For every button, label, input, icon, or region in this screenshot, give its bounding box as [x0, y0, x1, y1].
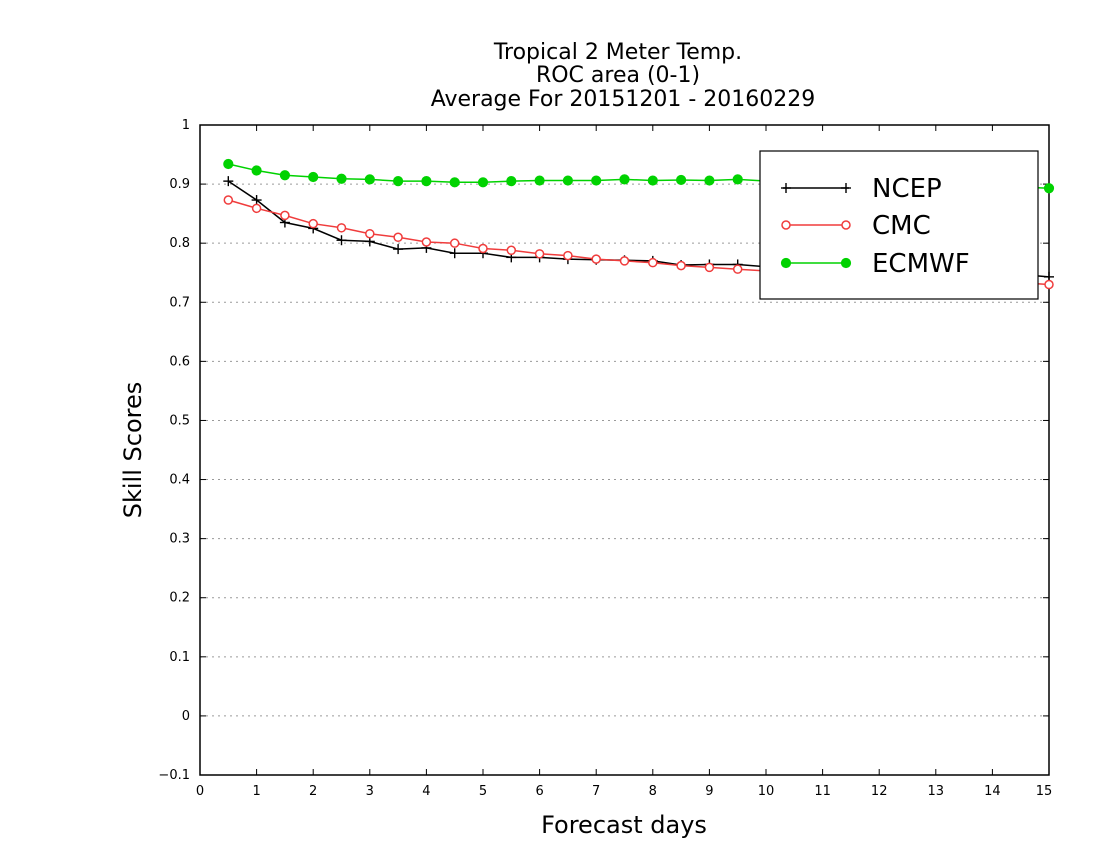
data-point-ecmwf [619, 174, 630, 185]
data-point-cmc [308, 218, 318, 229]
data-point-ecmwf [421, 176, 432, 187]
legend: NCEP CMC ECMWF [759, 150, 1039, 300]
x-tick-label: 12 [871, 784, 888, 799]
x-tick-label: 4 [422, 784, 430, 799]
x-tick-label: 14 [984, 784, 1001, 799]
data-point-cmc [534, 249, 545, 259]
data-point-ecmwf [223, 158, 234, 170]
x-axis-tick-labels: 0 1 2 3 4 5 6 7 8 9 10 11 12 13 14 15 [196, 784, 1052, 799]
x-tick-label: 8 [649, 784, 657, 799]
data-point-cmc [449, 238, 460, 248]
data-point-cmc [648, 257, 658, 268]
title-line-2: ROC area (0-1) [536, 63, 700, 88]
y-tick-label: 0.9 [169, 177, 190, 192]
x-axis-label: Forecast days [541, 811, 707, 839]
data-point-cmc [365, 228, 375, 239]
y-axis-label: Skill Scores [119, 382, 147, 519]
axis-ticks [199, 124, 1050, 776]
data-point-cmc [223, 195, 234, 205]
data-point-cmc [251, 203, 262, 214]
y-tick-label: 0.8 [169, 236, 190, 251]
data-point-ecmwf [308, 171, 319, 183]
data-point-ncep [393, 244, 404, 255]
data-point-ncep [449, 248, 460, 259]
x-tick-label: 2 [309, 784, 317, 799]
x-tick-label: 9 [705, 784, 713, 799]
x-tick-label: 0 [196, 784, 204, 799]
legend-marker-ncep [841, 183, 851, 193]
legend-item-ecmwf: ECMWF [780, 249, 970, 279]
x-tick-label: 11 [814, 784, 831, 799]
data-point-cmc [732, 264, 743, 274]
data-point-ncep [223, 176, 234, 187]
x-tick-label: 13 [928, 784, 945, 799]
x-tick-label: 15 [1036, 784, 1053, 799]
data-point-ecmwf [591, 175, 602, 186]
legend-marker-cmc [841, 220, 851, 230]
data-point-cmc [676, 260, 686, 271]
data-point-cmc [478, 243, 488, 254]
x-tick-label: 1 [252, 784, 260, 799]
x-tick-label: 10 [758, 784, 775, 799]
chart-title: Tropical 2 Meter Temp. ROC area (0-1) Av… [431, 40, 816, 112]
data-point-ecmwf [676, 174, 687, 186]
data-point-ecmwf [279, 170, 290, 181]
y-tick-label: 0.7 [169, 295, 190, 310]
data-point-ecmwf [364, 174, 375, 185]
legend-marker-ecmwf [780, 257, 792, 269]
title-line-1: Tropical 2 Meter Temp. [493, 40, 742, 65]
y-tick-label: 0 [182, 709, 190, 724]
data-point-ecmwf [393, 176, 404, 187]
legend-item-cmc: CMC [781, 211, 931, 241]
data-point-ecmwf [732, 174, 743, 185]
y-tick-label: 0.5 [169, 413, 190, 428]
data-point-ecmwf [647, 175, 658, 186]
data-point-ecmwf [562, 175, 574, 186]
legend-item-ncep: NCEP [781, 174, 942, 204]
data-point-ecmwf [449, 177, 460, 188]
data-point-ecmwf [534, 175, 545, 186]
data-point-ecmwf [336, 173, 347, 184]
x-tick-label: 5 [479, 784, 487, 799]
y-axis-tick-labels: −0.1 0 0.1 0.2 0.3 0.4 0.5 0.6 0.7 0.8 0.9 1 [158, 118, 190, 783]
data-point-ecmwf [251, 165, 262, 176]
data-point-cmc [393, 232, 403, 243]
data-point-ncep [251, 195, 262, 206]
legend-marker-ncep [781, 183, 791, 193]
y-tick-label: 0.1 [169, 650, 190, 665]
data-point-ecmwf [477, 177, 489, 188]
data-point-cmc [506, 245, 517, 256]
legend-marker-ecmwf [840, 257, 852, 269]
legend-label-ncep: NCEP [872, 174, 942, 204]
data-point-ecmwf [1043, 183, 1055, 194]
data-point-cmc [619, 256, 630, 266]
y-tick-label: 0.6 [169, 354, 190, 369]
y-tick-label: 0.3 [169, 532, 190, 547]
data-point-ecmwf [506, 176, 517, 187]
legend-label-ecmwf: ECMWF [872, 249, 970, 279]
data-point-ecmwf [704, 175, 715, 186]
y-tick-label: 1 [182, 118, 190, 133]
data-point-cmc [563, 250, 573, 261]
data-point-cmc [1044, 279, 1054, 290]
y-tick-label: 0.2 [169, 591, 190, 606]
title-line-3: Average For 20151201 - 20160229 [431, 87, 816, 112]
y-tick-label: 0.4 [169, 473, 190, 488]
y-tick-label: −0.1 [158, 768, 190, 783]
data-point-ncep [336, 235, 347, 246]
x-tick-label: 3 [366, 784, 374, 799]
x-tick-label: 7 [592, 784, 600, 799]
data-point-cmc [704, 262, 715, 273]
data-point-cmc [336, 223, 347, 233]
plot-area [199, 124, 1050, 776]
data-point-cmc [591, 254, 601, 264]
data-point-cmc [280, 210, 290, 221]
legend-label-cmc: CMC [872, 211, 931, 241]
x-tick-label: 6 [535, 784, 543, 799]
legend-marker-cmc [781, 220, 791, 230]
data-point-cmc [421, 237, 432, 247]
